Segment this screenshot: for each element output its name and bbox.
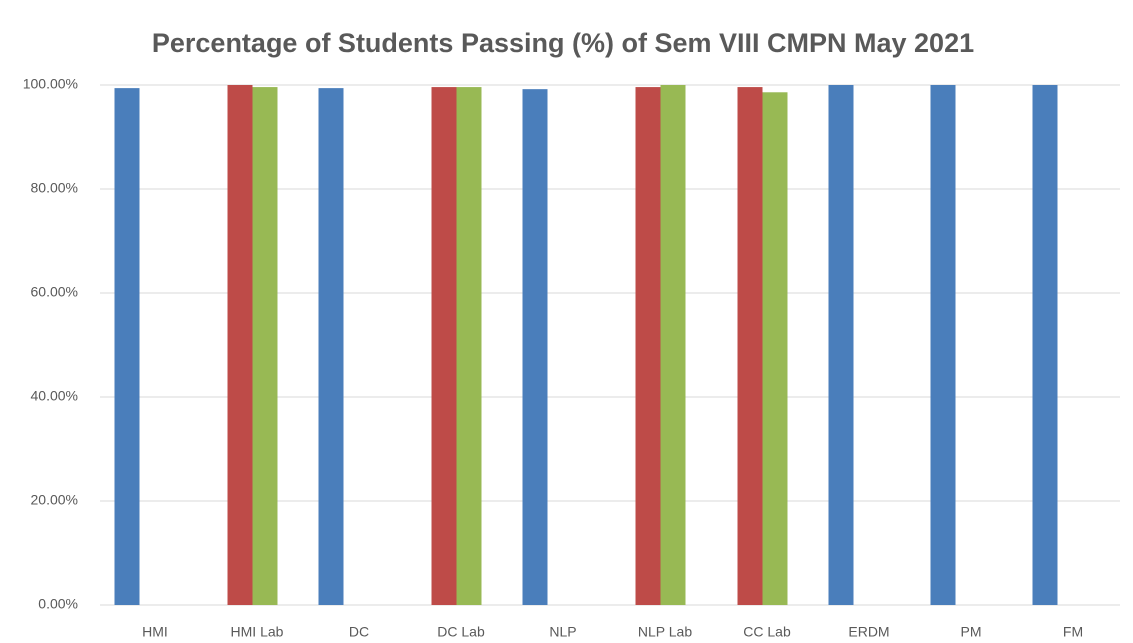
y-tick-label: 80.00% bbox=[31, 180, 78, 196]
bar bbox=[828, 85, 854, 605]
bar bbox=[737, 87, 763, 605]
y-tick-label: 0.00% bbox=[38, 596, 78, 612]
bar bbox=[930, 85, 956, 605]
x-tick-label: PM bbox=[961, 624, 982, 640]
bar bbox=[456, 87, 482, 605]
x-tick-label: NLP bbox=[549, 624, 576, 640]
bar bbox=[227, 85, 253, 605]
y-tick-label: 20.00% bbox=[31, 492, 78, 508]
bar bbox=[660, 85, 686, 605]
x-tick-label: NLP Lab bbox=[638, 624, 692, 640]
bar bbox=[114, 88, 140, 606]
y-tick-label: 100.00% bbox=[23, 76, 78, 92]
bar bbox=[252, 87, 278, 605]
bar bbox=[522, 89, 548, 605]
chart-title: Percentage of Students Passing (%) of Se… bbox=[152, 28, 974, 58]
bar bbox=[762, 92, 788, 605]
bar bbox=[431, 87, 457, 605]
y-tick-label: 40.00% bbox=[31, 388, 78, 404]
x-tick-label: CC Lab bbox=[743, 624, 791, 640]
x-tick-label: HMI Lab bbox=[231, 624, 284, 640]
x-tick-label: FM bbox=[1063, 624, 1083, 640]
bar bbox=[318, 88, 344, 606]
y-tick-label: 60.00% bbox=[31, 284, 78, 300]
bar bbox=[635, 87, 661, 605]
x-tick-label: ERDM bbox=[848, 624, 889, 640]
x-tick-label: DC Lab bbox=[437, 624, 485, 640]
bar bbox=[1032, 85, 1058, 605]
x-tick-label: DC bbox=[349, 624, 369, 640]
x-tick-label: HMI bbox=[142, 624, 168, 640]
